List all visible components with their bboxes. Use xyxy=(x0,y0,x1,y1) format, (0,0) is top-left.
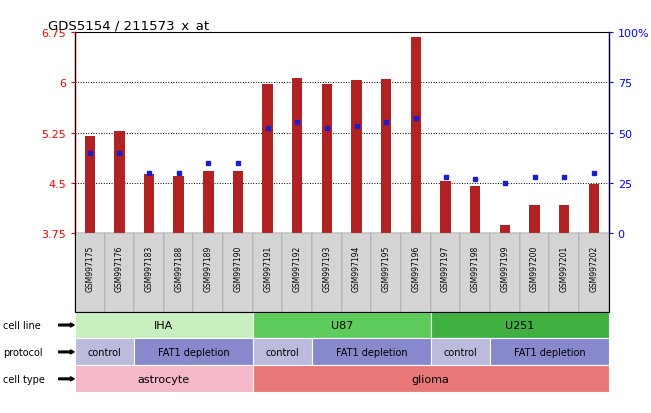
Text: U251: U251 xyxy=(505,320,534,330)
Text: FAT1 depletion: FAT1 depletion xyxy=(514,347,585,357)
Text: GSM997176: GSM997176 xyxy=(115,245,124,292)
Text: GSM997192: GSM997192 xyxy=(293,245,302,291)
Bar xyxy=(411,38,421,233)
Bar xyxy=(114,131,124,233)
Text: cell type: cell type xyxy=(3,374,45,384)
Text: GSM997200: GSM997200 xyxy=(530,245,539,292)
Text: GSM997199: GSM997199 xyxy=(501,245,509,292)
Bar xyxy=(381,80,391,233)
Bar xyxy=(233,172,243,233)
Text: GSM997194: GSM997194 xyxy=(352,245,361,292)
Text: control: control xyxy=(266,347,299,357)
Bar xyxy=(559,205,570,233)
Text: GSM997198: GSM997198 xyxy=(471,245,480,291)
Text: GSM997175: GSM997175 xyxy=(85,245,94,292)
Text: FAT1 depletion: FAT1 depletion xyxy=(336,347,408,357)
Text: GSM997188: GSM997188 xyxy=(174,245,183,291)
Text: transformed count: transformed count xyxy=(94,412,191,413)
Text: cell line: cell line xyxy=(3,320,41,330)
Text: control: control xyxy=(88,347,121,357)
Bar xyxy=(173,177,184,233)
Bar xyxy=(292,79,303,233)
Text: IHA: IHA xyxy=(154,320,173,330)
Text: GSM997191: GSM997191 xyxy=(263,245,272,291)
Text: ■: ■ xyxy=(78,412,89,413)
Text: GSM997202: GSM997202 xyxy=(589,245,598,291)
Bar xyxy=(500,225,510,233)
Text: astrocyte: astrocyte xyxy=(138,374,190,384)
Bar xyxy=(440,182,450,233)
Text: GSM997193: GSM997193 xyxy=(322,245,331,292)
Bar xyxy=(352,81,362,233)
Text: GSM997189: GSM997189 xyxy=(204,245,213,291)
Text: GSM997201: GSM997201 xyxy=(560,245,569,291)
Text: GSM997196: GSM997196 xyxy=(411,245,421,292)
Bar xyxy=(85,137,95,233)
Text: GSM997195: GSM997195 xyxy=(381,245,391,292)
Text: FAT1 depletion: FAT1 depletion xyxy=(158,347,229,357)
Bar xyxy=(470,187,480,233)
Text: U87: U87 xyxy=(331,320,353,330)
Text: GSM997190: GSM997190 xyxy=(234,245,242,292)
Bar xyxy=(262,85,273,233)
Text: GSM997197: GSM997197 xyxy=(441,245,450,292)
Bar xyxy=(203,172,214,233)
Text: protocol: protocol xyxy=(3,347,43,357)
Bar xyxy=(144,175,154,233)
Bar xyxy=(322,85,332,233)
Bar xyxy=(529,205,540,233)
Text: control: control xyxy=(443,347,477,357)
Text: GDS5154 / 211573_x_at: GDS5154 / 211573_x_at xyxy=(48,19,210,32)
Text: GSM997183: GSM997183 xyxy=(145,245,154,291)
Text: glioma: glioma xyxy=(412,374,450,384)
Bar xyxy=(589,185,599,233)
